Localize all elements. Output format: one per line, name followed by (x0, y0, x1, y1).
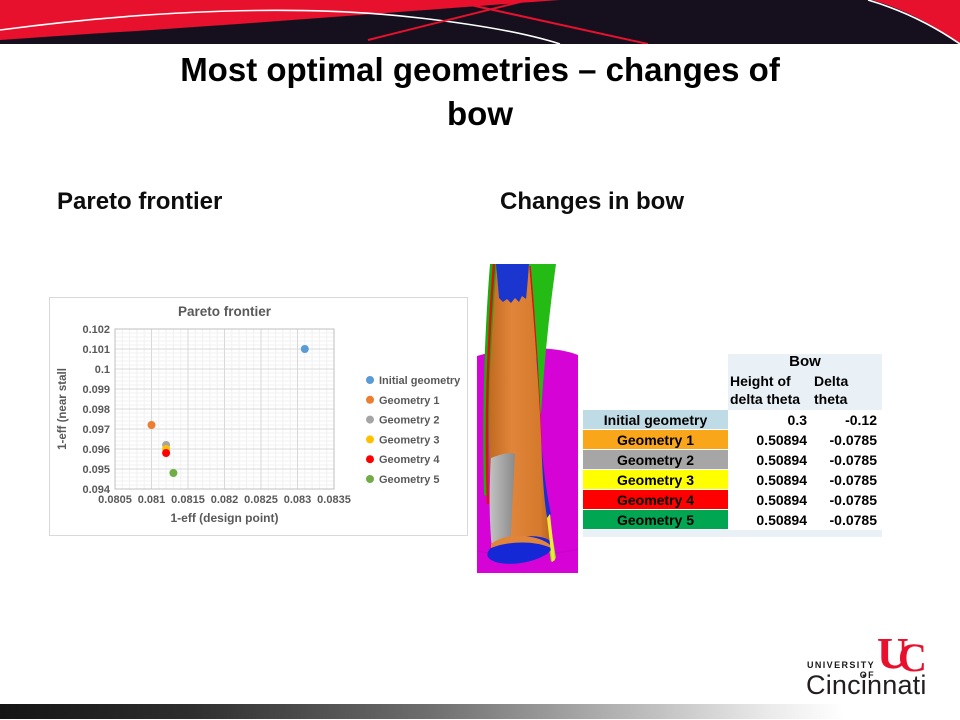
table-footer-band (583, 530, 882, 537)
data-point (169, 469, 178, 477)
table-group-header: Bow (728, 354, 882, 370)
chart-x-axis-title: 1-eff (design point) (171, 511, 279, 525)
table-col-header-delta: Delta theta (812, 370, 882, 410)
slide-title-line2: bow (447, 95, 513, 132)
data-point (147, 421, 156, 429)
svg-text:0.098: 0.098 (82, 404, 110, 416)
table-row-label-geometry-5: Geometry 5 (583, 510, 728, 530)
svg-text:Geometry 2: Geometry 2 (379, 415, 440, 427)
chart-y-axis-title: 1-eff (near stall (57, 368, 69, 450)
legend-item: Geometry 3 (366, 434, 440, 446)
table-cell: 0.50894 (728, 490, 812, 510)
svg-text:Geometry 3: Geometry 3 (379, 434, 440, 446)
table-cell: -0.0785 (812, 450, 882, 470)
uc-logo-cincinnati: Cincinnati (806, 670, 927, 700)
chart-title: Pareto frontier (178, 304, 272, 319)
uc-logo-university-of: UNIVERSITY OF (806, 660, 875, 680)
table-col-header-height: Height of delta theta (728, 370, 812, 410)
legend-item: Geometry 4 (366, 454, 440, 466)
legend-item: Initial geometry (366, 375, 461, 387)
svg-text:C: C (898, 635, 927, 678)
svg-text:Geometry 5: Geometry 5 (379, 474, 440, 486)
svg-text:0.101: 0.101 (82, 344, 110, 356)
table-row-label-geometry-3: Geometry 3 (583, 470, 728, 490)
svg-text:0.0815: 0.0815 (171, 494, 205, 506)
banner-graphic (0, 0, 960, 45)
table-row-label-geometry-1: Geometry 1 (583, 430, 728, 450)
blade-comparison-image (476, 262, 579, 573)
table-cell: -0.0785 (812, 510, 882, 530)
svg-text:0.094: 0.094 (82, 484, 110, 496)
pareto-frontier-chart: 0.0805 0.081 0.0815 0.082 0.0825 0.083 0.0835 0… (49, 297, 468, 536)
svg-text:0.097: 0.097 (82, 424, 110, 436)
table-cell: -0.12 (812, 410, 882, 430)
table-row-label-geometry-2: Geometry 2 (583, 450, 728, 470)
pareto-frontier-heading: Pareto frontier (57, 188, 223, 215)
legend-item: Geometry 5 (366, 474, 440, 486)
svg-text:0.102: 0.102 (82, 324, 110, 336)
bow-changes-table: Bow Height of delta theta Delta theta In… (583, 354, 882, 537)
table-cell: 0.50894 (728, 510, 812, 530)
svg-text:0.0805: 0.0805 (98, 494, 132, 506)
svg-text:Geometry 4: Geometry 4 (379, 454, 440, 466)
data-point (300, 345, 309, 353)
table-cell: -0.0785 (812, 470, 882, 490)
svg-text:0.096: 0.096 (82, 444, 110, 456)
table-row-label-initial: Initial geometry (583, 410, 728, 430)
table-cell: 0.50894 (728, 470, 812, 490)
svg-text:Geometry 1: Geometry 1 (379, 395, 440, 407)
table-row-label-geometry-4: Geometry 4 (583, 490, 728, 510)
footer-gradient-bar (0, 704, 960, 719)
legend-item: Geometry 2 (366, 415, 440, 427)
chart-svg: 0.0805 0.081 0.0815 0.082 0.0825 0.083 0.0835 0… (57, 304, 461, 525)
table-cell: -0.0785 (812, 430, 882, 450)
table-cell: 0.50894 (728, 450, 812, 470)
data-point (162, 449, 171, 457)
blade-graphic (476, 263, 579, 573)
legend-item: Geometry 1 (366, 395, 440, 407)
table-label-header-blank (583, 370, 728, 410)
svg-text:U: U (877, 630, 909, 678)
slide-title-line1: Most optimal geometries – changes of (180, 51, 780, 88)
svg-text:0.1: 0.1 (95, 364, 110, 376)
uc-logo: UNIVERSITY OF Cincinnati U C (795, 629, 960, 700)
uc-monogram-icon: U C (877, 629, 933, 680)
svg-text:0.095: 0.095 (82, 464, 110, 476)
svg-text:0.082: 0.082 (211, 494, 239, 506)
table-cell: -0.0785 (812, 490, 882, 510)
svg-text:0.081: 0.081 (138, 494, 166, 506)
svg-text:0.0825: 0.0825 (244, 494, 278, 506)
table-cell: 0.3 (728, 410, 812, 430)
table-corner-blank (583, 354, 728, 370)
header-banner (0, 0, 960, 45)
svg-text:0.099: 0.099 (82, 384, 110, 396)
changes-in-bow-heading: Changes in bow (500, 188, 685, 215)
svg-text:0.0835: 0.0835 (317, 494, 351, 506)
svg-text:0.083: 0.083 (284, 494, 312, 506)
table-cell: 0.50894 (728, 430, 812, 450)
slide-title: Most optimal geometries – changes of bow (80, 48, 880, 136)
svg-text:Initial geometry: Initial geometry (379, 375, 461, 387)
